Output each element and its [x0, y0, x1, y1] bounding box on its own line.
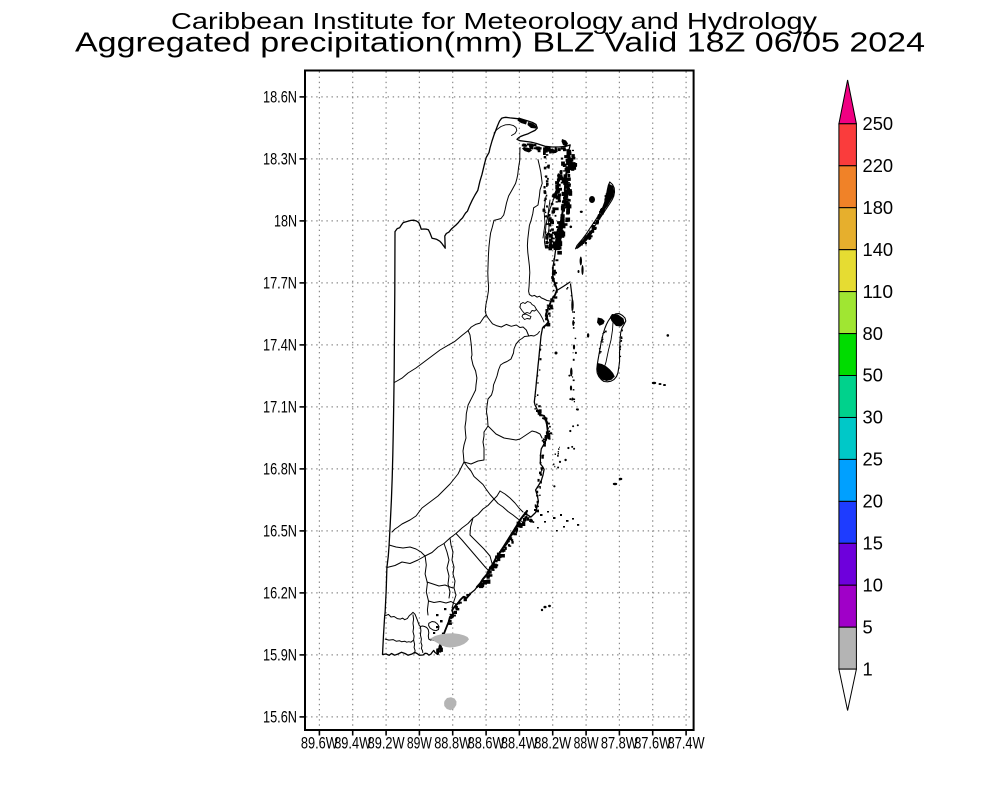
- svg-text:88.4W: 88.4W: [501, 734, 538, 753]
- svg-text:89W: 89W: [407, 734, 432, 753]
- svg-text:18.6N: 18.6N: [263, 88, 297, 107]
- svg-text:15.9N: 15.9N: [263, 646, 297, 665]
- svg-text:89.4W: 89.4W: [334, 734, 371, 753]
- svg-text:250: 250: [863, 113, 894, 134]
- svg-text:89.6W: 89.6W: [301, 734, 338, 753]
- svg-text:18.3N: 18.3N: [263, 150, 297, 169]
- svg-text:30: 30: [863, 407, 883, 428]
- svg-text:80: 80: [863, 323, 883, 344]
- svg-text:Caribbean Institute for Meteor: Caribbean Institute for Meteorology and …: [171, 8, 817, 34]
- svg-text:87.8W: 87.8W: [601, 734, 638, 753]
- svg-text:5: 5: [863, 616, 873, 637]
- svg-text:140: 140: [863, 239, 894, 260]
- svg-text:87.4W: 87.4W: [668, 734, 705, 753]
- svg-text:10: 10: [863, 575, 883, 596]
- svg-text:180: 180: [863, 197, 894, 218]
- svg-text:17.1N: 17.1N: [263, 398, 297, 417]
- svg-text:15: 15: [863, 533, 883, 554]
- svg-text:89.2W: 89.2W: [368, 734, 405, 753]
- svg-text:88.2W: 88.2W: [534, 734, 571, 753]
- svg-text:25: 25: [863, 449, 883, 470]
- svg-text:88.8W: 88.8W: [434, 734, 471, 753]
- svg-text:16.2N: 16.2N: [263, 584, 297, 603]
- svg-text:17.7N: 17.7N: [263, 274, 297, 293]
- svg-text:15.6N: 15.6N: [263, 708, 297, 727]
- svg-text:16.5N: 16.5N: [263, 522, 297, 541]
- svg-text:20: 20: [863, 491, 883, 512]
- svg-text:18N: 18N: [274, 212, 297, 231]
- svg-text:50: 50: [863, 365, 883, 386]
- svg-text:1: 1: [863, 658, 873, 679]
- svg-text:88W: 88W: [574, 734, 599, 753]
- svg-text:110: 110: [863, 281, 894, 302]
- svg-text:Aggregated precipitation(mm) B: Aggregated precipitation(mm) BLZ Valid 1…: [75, 26, 925, 57]
- svg-text:220: 220: [863, 155, 894, 176]
- svg-text:87.6W: 87.6W: [634, 734, 671, 753]
- svg-text:17.4N: 17.4N: [263, 336, 297, 355]
- svg-text:88.6W: 88.6W: [468, 734, 505, 753]
- svg-text:16.8N: 16.8N: [263, 460, 297, 479]
